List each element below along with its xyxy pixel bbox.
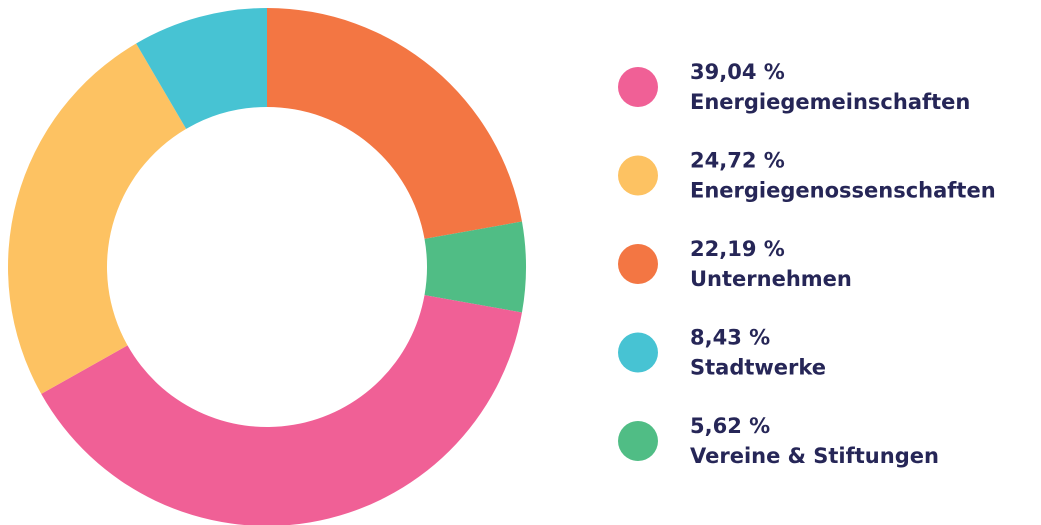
legend-label: Energiegemeinschaften [690,90,970,114]
legend-label: Unternehmen [690,267,852,291]
legend-label: Vereine & Stiftungen [690,444,939,468]
donut-slice [41,295,522,525]
donut-slice [424,221,527,313]
legend-value: 39,04 % [690,60,785,84]
donut-slice [136,8,267,129]
legend-swatch [618,155,658,196]
legend-value: 8,43 % [690,326,770,350]
legend-value: 5,62 % [690,414,770,438]
legend-swatch [618,332,658,373]
legend-value: 24,72 % [690,149,785,173]
donut-slice [8,43,187,394]
legend-swatch [618,67,658,107]
legend-label: Energiegenossenschaften [690,179,996,203]
donut-slice [267,8,522,239]
legend-value: 22,19 % [690,237,785,261]
legend-swatch [618,421,658,461]
legend-swatch [618,244,658,284]
legend-label: Stadtwerke [690,356,826,380]
